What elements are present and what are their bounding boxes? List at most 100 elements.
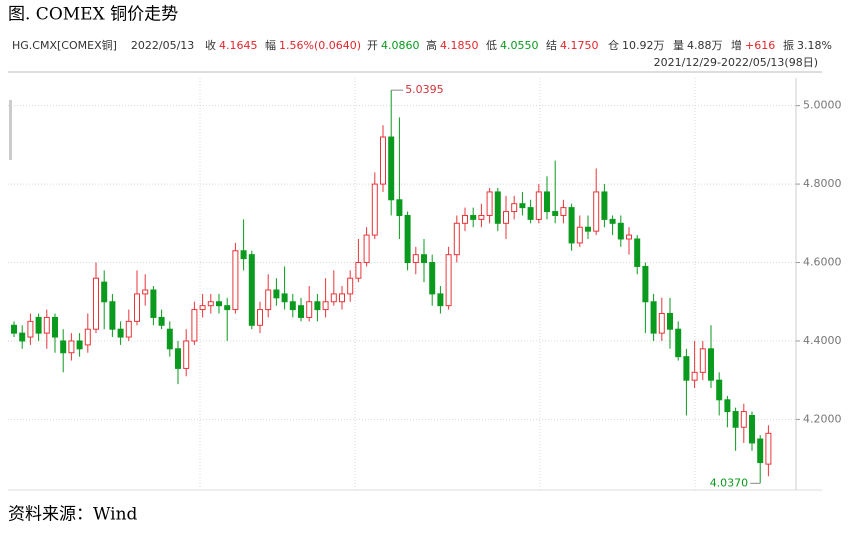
y-tick-label: 4.4000: [803, 334, 842, 347]
candle-body: [322, 301, 329, 311]
candle-body: [535, 191, 542, 220]
candle-body: [76, 340, 83, 350]
info-field: 增 +616: [731, 38, 775, 52]
candle-body: [388, 136, 395, 201]
candle-body: [191, 309, 198, 342]
info-label: 开: [367, 39, 378, 52]
candle-body: [142, 289, 149, 295]
info-value: 4.88万: [687, 39, 723, 52]
candle-body: [232, 250, 239, 311]
candle-body: [43, 316, 50, 334]
candle-body: [634, 238, 641, 267]
candle-body: [667, 313, 673, 330]
annotation-label: 5.0395: [405, 83, 444, 96]
candle-body: [708, 348, 714, 381]
candle-body: [150, 289, 157, 318]
range-label: 2021/12/29-2022/05/13(98日): [654, 56, 818, 69]
candle-body: [429, 262, 436, 295]
info-label: HG.CMX[COMEX铜]: [12, 38, 117, 52]
candle-body: [453, 222, 460, 256]
candle-body: [339, 293, 345, 303]
candle-body: [642, 265, 649, 303]
candle-body: [35, 316, 42, 334]
candle-body: [199, 305, 206, 311]
info-value: 4.1645: [219, 39, 258, 52]
candle-body: [84, 328, 91, 346]
info-field: 仓 10.92万: [608, 38, 665, 52]
candle-body: [363, 234, 370, 264]
candle-body: [437, 293, 444, 307]
candle-body: [626, 234, 632, 240]
info-value: 4.0550: [500, 39, 539, 52]
candle-body: [421, 254, 427, 264]
info-field: 振 3.18%: [783, 38, 832, 52]
y-tick-label: 4.6000: [803, 256, 842, 269]
candle-body: [355, 262, 362, 279]
candle-body: [691, 371, 698, 381]
candle-body: [207, 301, 214, 307]
candle-body: [125, 320, 132, 338]
info-label: 振: [783, 38, 794, 52]
candle-body: [658, 313, 665, 334]
candle-body: [248, 254, 255, 326]
candle-body: [404, 214, 411, 264]
info-field: HG.CMX[COMEX铜] 2022/05/13: [12, 38, 194, 52]
candle-body: [158, 316, 165, 326]
candle-body: [371, 183, 378, 236]
candle-body: [412, 254, 419, 264]
candle-body: [101, 281, 108, 303]
candle-body: [519, 203, 526, 209]
info-field: 幅 1.56%(0.0640): [265, 39, 361, 52]
info-value: 4.0860: [381, 39, 420, 52]
candle-body: [470, 214, 477, 220]
candle-body: [445, 254, 452, 307]
candle-body: [749, 414, 755, 444]
info-value: 4.1750: [560, 39, 599, 52]
info-field: 开 4.0860: [367, 39, 420, 52]
candle-body: [306, 301, 313, 318]
candle-body: [265, 289, 272, 311]
info-label: 结: [546, 39, 557, 52]
candle-body: [609, 218, 616, 224]
candle-body: [183, 340, 190, 369]
candle-body: [683, 356, 690, 381]
candle-body: [396, 199, 403, 216]
candle-body: [27, 320, 34, 338]
info-label: 低: [486, 39, 497, 52]
candle-body: [494, 191, 501, 224]
info-field: 结 4.1750: [546, 39, 599, 52]
candle-body: [298, 305, 304, 318]
chart-title: 图. COMEX 铜价走势: [8, 5, 178, 25]
candle-body: [109, 301, 116, 330]
candle-body: [52, 316, 58, 338]
y-tick-label: 4.8000: [803, 177, 842, 190]
info-value: 10.92万: [622, 39, 665, 52]
candle-body: [117, 328, 124, 338]
candle-body: [724, 399, 731, 413]
info-value: 3.18%: [797, 39, 832, 52]
candle-body: [732, 411, 739, 428]
candle-body: [68, 340, 75, 354]
candle-body: [650, 301, 657, 334]
y-tick-label: 4.2000: [803, 412, 842, 425]
candle-body: [224, 305, 231, 311]
info-label: 高: [426, 38, 437, 52]
candle-body: [166, 328, 173, 350]
candle-body: [699, 348, 706, 373]
candle-body: [503, 211, 509, 224]
info-field: 量 4.88万: [673, 39, 723, 52]
candle-body: [93, 277, 99, 330]
candle-body: [560, 207, 567, 216]
candle-body: [134, 293, 140, 322]
candle-body: [380, 136, 386, 185]
candle-body: [175, 348, 181, 369]
candle-body: [273, 289, 280, 299]
candle-body: [347, 277, 354, 295]
candle-body: [216, 301, 222, 307]
info-value: +616: [745, 39, 775, 52]
info-value: 1.56%(0.0640): [279, 39, 361, 52]
candle-body: [289, 301, 296, 311]
candle-body: [281, 293, 288, 303]
candle-body: [330, 293, 337, 303]
source: 资料来源：Wind: [8, 505, 138, 525]
